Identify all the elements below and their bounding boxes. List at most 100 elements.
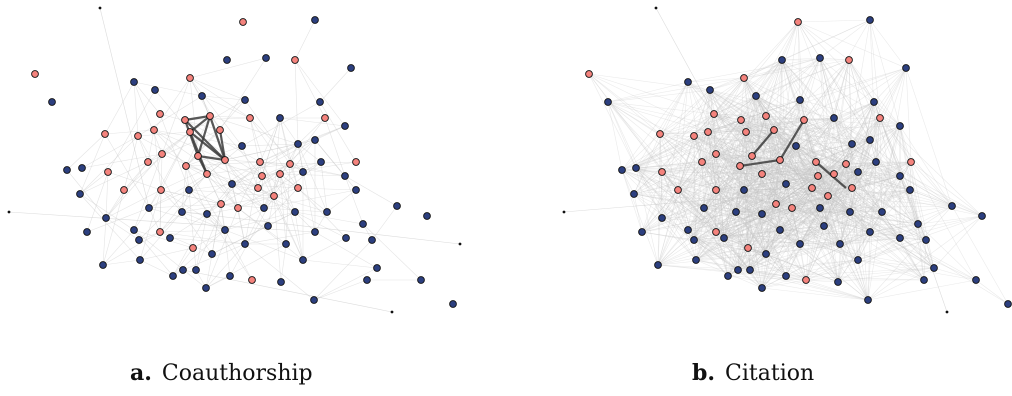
red-node bbox=[736, 162, 744, 170]
network-edge bbox=[740, 119, 767, 255]
network-edge bbox=[657, 213, 763, 266]
network-edge bbox=[713, 113, 781, 161]
network-edge bbox=[297, 143, 316, 233]
network-edge bbox=[775, 159, 781, 205]
network-edge bbox=[147, 131, 191, 163]
network-edge bbox=[209, 115, 251, 119]
network-edge bbox=[707, 131, 717, 233]
network-edge bbox=[848, 59, 853, 189]
network-edge bbox=[206, 213, 226, 231]
network-edge bbox=[869, 231, 935, 269]
network-edge bbox=[909, 189, 919, 225]
network-edge bbox=[231, 183, 275, 197]
network-edge bbox=[220, 203, 231, 277]
network-edge bbox=[737, 231, 871, 271]
network-edge bbox=[635, 159, 781, 169]
network-edge bbox=[687, 77, 745, 83]
network-edge bbox=[713, 113, 847, 165]
network-edge bbox=[815, 161, 871, 233]
network-edge bbox=[827, 195, 839, 283]
network-edge bbox=[857, 259, 977, 281]
network-edge bbox=[823, 139, 871, 227]
network-edge bbox=[781, 21, 799, 61]
network-edge bbox=[875, 161, 919, 225]
network-edge bbox=[745, 95, 757, 133]
network-edge bbox=[657, 229, 781, 266]
blue-node bbox=[99, 261, 107, 269]
network-edge bbox=[607, 101, 747, 133]
network-edge bbox=[803, 119, 821, 209]
red-node bbox=[352, 158, 360, 166]
network-edge bbox=[910, 161, 953, 207]
network-edge bbox=[819, 207, 869, 301]
network-edge bbox=[849, 171, 859, 213]
network-edge bbox=[737, 165, 741, 271]
network-edge bbox=[219, 57, 267, 131]
network-edge bbox=[849, 161, 877, 213]
network-edge bbox=[740, 117, 835, 121]
network-edge bbox=[737, 247, 749, 271]
blue-node bbox=[896, 172, 904, 180]
network-edge bbox=[739, 165, 745, 191]
red-node bbox=[794, 18, 802, 26]
network-edge bbox=[621, 169, 763, 175]
red-node bbox=[737, 116, 745, 124]
network-edge bbox=[751, 21, 799, 157]
network-edge bbox=[743, 77, 871, 141]
network-edge bbox=[817, 175, 853, 189]
network-edge bbox=[799, 99, 853, 145]
blue-node bbox=[758, 210, 766, 218]
network-edge bbox=[791, 189, 911, 209]
network-edge bbox=[661, 161, 703, 173]
network-edge bbox=[231, 183, 296, 213]
network-edge bbox=[279, 173, 287, 245]
network-edge bbox=[779, 59, 850, 161]
network-edge bbox=[297, 187, 347, 239]
network-edge bbox=[205, 207, 239, 289]
network-edge bbox=[823, 171, 859, 227]
blue-node bbox=[311, 136, 319, 144]
blue-node bbox=[63, 166, 71, 174]
network-edge bbox=[621, 169, 679, 191]
network-edge bbox=[761, 275, 787, 289]
network-edge bbox=[735, 131, 747, 213]
network-edge bbox=[102, 217, 107, 266]
network-edge bbox=[201, 95, 251, 119]
blue-node bbox=[83, 228, 91, 236]
network-edge bbox=[811, 59, 850, 189]
network-edge bbox=[633, 193, 777, 205]
network-edge bbox=[677, 189, 705, 209]
network-edge bbox=[899, 189, 911, 239]
network-edge bbox=[899, 175, 927, 241]
network-edge bbox=[206, 207, 239, 215]
network-edge bbox=[659, 89, 711, 135]
network-edge bbox=[159, 231, 246, 245]
network-edge bbox=[751, 101, 875, 157]
network-edge bbox=[811, 139, 871, 189]
network-edge bbox=[755, 95, 763, 215]
blue-node bbox=[102, 214, 110, 222]
network-edge bbox=[693, 135, 725, 239]
network-edge bbox=[105, 189, 125, 219]
network-edge bbox=[735, 207, 793, 213]
network-edge bbox=[244, 161, 261, 245]
network-edge bbox=[621, 169, 749, 249]
red-node bbox=[748, 152, 756, 160]
network-edge bbox=[779, 159, 901, 177]
network-edge bbox=[797, 21, 907, 69]
network-edge bbox=[687, 211, 737, 231]
network-edge bbox=[743, 161, 877, 191]
network-edge bbox=[785, 175, 901, 185]
network-edge bbox=[159, 189, 162, 233]
red-node bbox=[157, 186, 165, 194]
network-edge bbox=[703, 187, 853, 209]
network-edge bbox=[693, 239, 729, 277]
blue-node bbox=[706, 86, 714, 94]
network-edge bbox=[707, 99, 801, 133]
network-edge bbox=[641, 189, 717, 233]
network-edge bbox=[755, 95, 805, 121]
network-edge bbox=[795, 145, 853, 189]
red-node bbox=[704, 128, 712, 136]
network-edge bbox=[703, 165, 741, 209]
network-edge bbox=[703, 113, 715, 209]
